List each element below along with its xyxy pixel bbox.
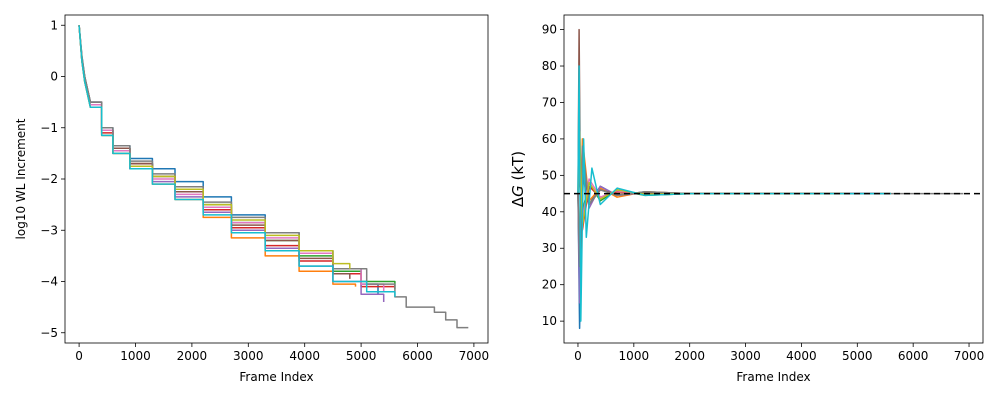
series-line-6 [577,28,847,249]
x-tick-label: 7000 [954,349,985,363]
y-axis-label: log10 WL Increment [14,118,28,239]
y-tick-label: −5 [40,326,58,340]
x-tick-label: 2000 [674,349,705,363]
y-tick-label: 0 [50,70,58,84]
series-line-1 [577,174,875,330]
series-line-10 [78,25,396,297]
x-tick-label: 4000 [786,349,817,363]
y-tick-label: 20 [542,278,557,292]
right-panel-delta-g: 0 1000 2000 3000 4000 5000 6000 7000 10 20 30 40 50 6… [509,14,985,384]
y-tick-label: 90 [542,23,557,37]
plot-frame [563,14,984,344]
y-axis-label: ΔG (kT) [509,151,527,207]
x-tick-label: 1000 [120,349,151,363]
x-tick-label: 7000 [459,349,490,363]
y-tick-label: 1 [50,18,58,32]
series-line-4 [78,25,395,288]
y-tick-label: 40 [542,205,557,219]
series-line-7 [577,156,880,220]
y-tick-label: −4 [40,275,58,289]
y-tick-label: 30 [542,241,557,255]
left-panel-wl-increment: 0 1000 2000 3000 4000 5000 6000 7000 1 0 −1 −2 −3 −4 −… [14,14,490,384]
x-tick-label: 4000 [289,349,320,363]
series-line-3 [78,25,396,290]
x-tick-label: 1000 [619,349,650,363]
series-line-3 [577,181,891,286]
y-tick-label: 80 [542,59,557,73]
x-tick-label: 0 [75,349,83,363]
x-tick-label: 3000 [233,349,264,363]
series-line-8 [78,25,469,329]
series-group [78,25,469,329]
x-axis-label: Frame Index [736,370,810,384]
x-tick-label: 5000 [346,349,377,363]
series-line-8 [577,145,964,268]
series-line-5 [78,25,385,302]
series-line-9 [577,130,847,228]
x-tick-label: 3000 [730,349,761,363]
series-line-5 [577,156,880,304]
series-group [577,28,964,330]
x-axis-label: Frame Index [239,370,313,384]
y-tick-label: −2 [40,172,58,186]
x-tick-label: 6000 [402,349,433,363]
series-line-6 [78,25,351,279]
y-tick-label: −3 [40,223,58,237]
x-tick-label: 0 [574,349,582,363]
series-line-2 [78,25,357,287]
y-tick-label: 10 [542,314,557,328]
series-line-9 [78,25,351,269]
series-line-4 [577,174,891,231]
x-tick-label: 5000 [842,349,873,363]
x-tick-label: 2000 [177,349,208,363]
series-line-7 [78,25,385,292]
y-tick-label: 70 [542,95,557,109]
y-tick-label: 50 [542,168,557,182]
y-tick-label: 60 [542,132,557,146]
x-tick-label: 6000 [898,349,929,363]
plot-frame [64,14,489,344]
y-tick-label: −1 [40,121,58,135]
